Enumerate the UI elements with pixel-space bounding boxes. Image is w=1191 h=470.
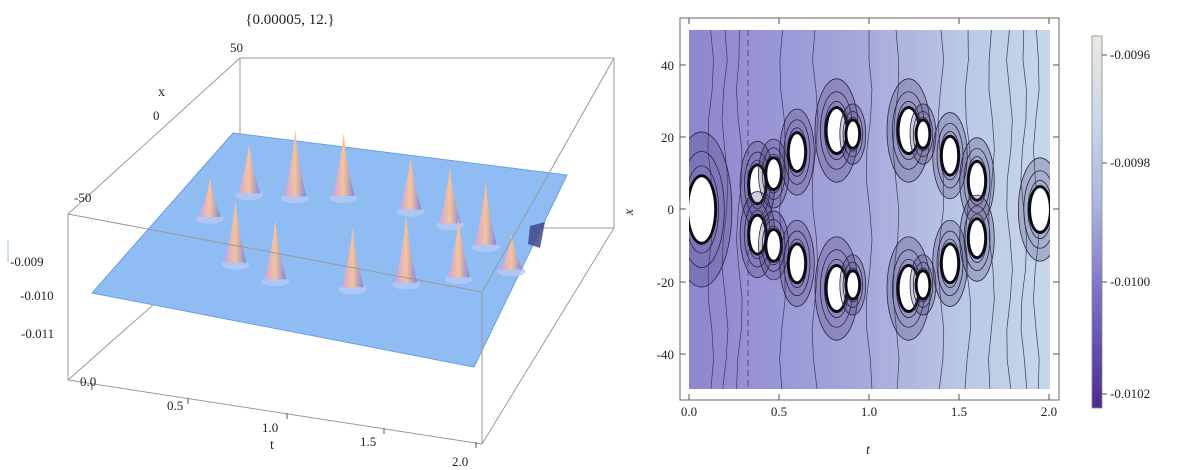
colorbar-tick-3: -0.0102 xyxy=(1110,386,1150,401)
contour-y-tickmarks xyxy=(680,64,1059,355)
colorbar-tick-1: -0.0098 xyxy=(1110,155,1150,170)
surface-peak-4 xyxy=(198,178,221,217)
contour-x-tick-3: 1.5 xyxy=(951,404,967,419)
blob-core-17 xyxy=(969,162,985,199)
contour-line-2 xyxy=(736,30,743,389)
blob-ring-14-1 xyxy=(912,261,934,308)
blob-ring-19-2 xyxy=(1027,180,1050,239)
colorbar-tickmarks xyxy=(1102,54,1107,395)
surface-peak-2 xyxy=(284,129,307,197)
blob-core-9 xyxy=(847,121,859,147)
blob-ring-17-1 xyxy=(963,148,991,214)
contour-y-tick-2: 0 xyxy=(668,202,675,217)
contour-x-tick-1: 0.5 xyxy=(771,404,787,419)
blob-core-13 xyxy=(917,121,929,147)
blob-ring-9-1 xyxy=(842,111,863,158)
blob-core-6 xyxy=(789,245,805,282)
colorbar-gradient xyxy=(1091,35,1103,409)
x-axis-label-3d: x xyxy=(158,85,165,100)
blob-ring-5-1 xyxy=(783,119,811,185)
contour-plot: 40 20 0 -20 -40 x 0.0 0.5 1.0 1.5 2.0 t xyxy=(622,17,1060,458)
colorbar: -0.0096 -0.0098 -0.0100 -0.0102 xyxy=(1091,35,1151,409)
blob-core-19 xyxy=(1031,187,1049,232)
surface-peak-8 xyxy=(500,234,523,270)
contour-y-tick-4: -40 xyxy=(657,347,674,362)
surface-edge xyxy=(528,222,545,248)
surface-peak-6 xyxy=(474,181,497,245)
blob-core-5 xyxy=(789,134,805,171)
contour-y-tick-0: 40 xyxy=(661,58,674,73)
contour-line-3 xyxy=(779,30,786,389)
x-tick-3d-2: -50 xyxy=(74,190,91,205)
surface-peak-12 xyxy=(341,227,364,288)
surface-peak-5 xyxy=(438,167,461,224)
blob-core-0 xyxy=(689,177,715,242)
t-tick-3d-1: 0.5 xyxy=(167,398,183,413)
box-front-edges xyxy=(67,57,615,445)
x-tick-3d-0: 50 xyxy=(230,40,243,55)
blob-core-3 xyxy=(767,159,780,188)
surface-peak-1 xyxy=(332,132,355,196)
blob-core-16 xyxy=(942,245,958,282)
contour-x-tickmarks xyxy=(688,18,1050,400)
blob-core-15 xyxy=(942,137,958,174)
blob-ring-0-1 xyxy=(689,150,725,269)
blob-ring-13-1 xyxy=(912,111,934,158)
contour-blobs xyxy=(689,78,1050,341)
contour-line-7 xyxy=(937,30,945,389)
blob-ring-19-1 xyxy=(1023,170,1050,249)
t-axis-ticks-3d xyxy=(91,384,477,448)
z-tick-3d-2: -0.011 xyxy=(21,326,54,341)
t-tick-3d-2: 1.0 xyxy=(262,420,278,435)
contour-x-tick-2: 1.0 xyxy=(861,404,877,419)
blob-ring-10-1 xyxy=(842,261,863,308)
contour-line-6 xyxy=(892,30,900,389)
surface-peak-3 xyxy=(399,157,422,210)
blob-ring-3-1 xyxy=(761,147,786,200)
surface-plot: {0.00005, 12.} x 50 0 -50 xyxy=(7,12,615,469)
contour-line-5 xyxy=(866,30,873,389)
contour-y-tick-1: 20 xyxy=(661,130,674,145)
blob-core-12 xyxy=(899,266,918,311)
surface-peak-10 xyxy=(264,219,287,280)
t-tick-3d-4: 2.0 xyxy=(452,454,468,469)
surface-peak-11 xyxy=(395,216,418,283)
contour-line-9 xyxy=(988,30,995,389)
contour-line-1 xyxy=(721,30,729,389)
t-axis-label-3d: t xyxy=(270,438,274,453)
surface-peaks xyxy=(195,129,526,295)
contour-line-4 xyxy=(811,30,819,389)
blob-ring-4-1 xyxy=(761,219,786,272)
contour-line-8 xyxy=(964,30,972,389)
contour-y-tick-3: -20 xyxy=(657,275,674,290)
blob-ring-6-1 xyxy=(783,230,811,297)
colorbar-tick-2: -0.0100 xyxy=(1110,274,1150,289)
contour-x-tick-0: 0.0 xyxy=(681,404,697,419)
blob-core-18 xyxy=(969,220,985,257)
blob-ring-0-2 xyxy=(689,165,720,254)
z-tick-3d-0: -0.009 xyxy=(10,254,44,269)
z-tick-3d-1: -0.010 xyxy=(20,288,54,303)
contour-x-label: t xyxy=(866,443,871,458)
blob-core-14 xyxy=(917,272,929,298)
blob-core-11 xyxy=(899,108,918,153)
surface-peak-9 xyxy=(447,217,470,278)
t-tick-3d-0: 0.0 xyxy=(80,374,96,389)
contour-y-label: x xyxy=(622,208,637,216)
blob-core-10 xyxy=(847,272,859,298)
blob-core-4 xyxy=(767,231,780,260)
contour-line-10 xyxy=(1006,30,1013,389)
surface-peak-0 xyxy=(238,144,261,194)
colorbar-tick-0: -0.0096 xyxy=(1110,47,1151,62)
t-tick-3d-3: 1.5 xyxy=(360,434,376,449)
surface-title: {0.00005, 12.} xyxy=(245,12,334,28)
x-tick-3d-1: 0 xyxy=(153,108,160,123)
blob-ring-18-1 xyxy=(963,205,991,271)
contour-x-tick-4: 2.0 xyxy=(1041,404,1057,419)
contour-lines xyxy=(707,30,1040,389)
